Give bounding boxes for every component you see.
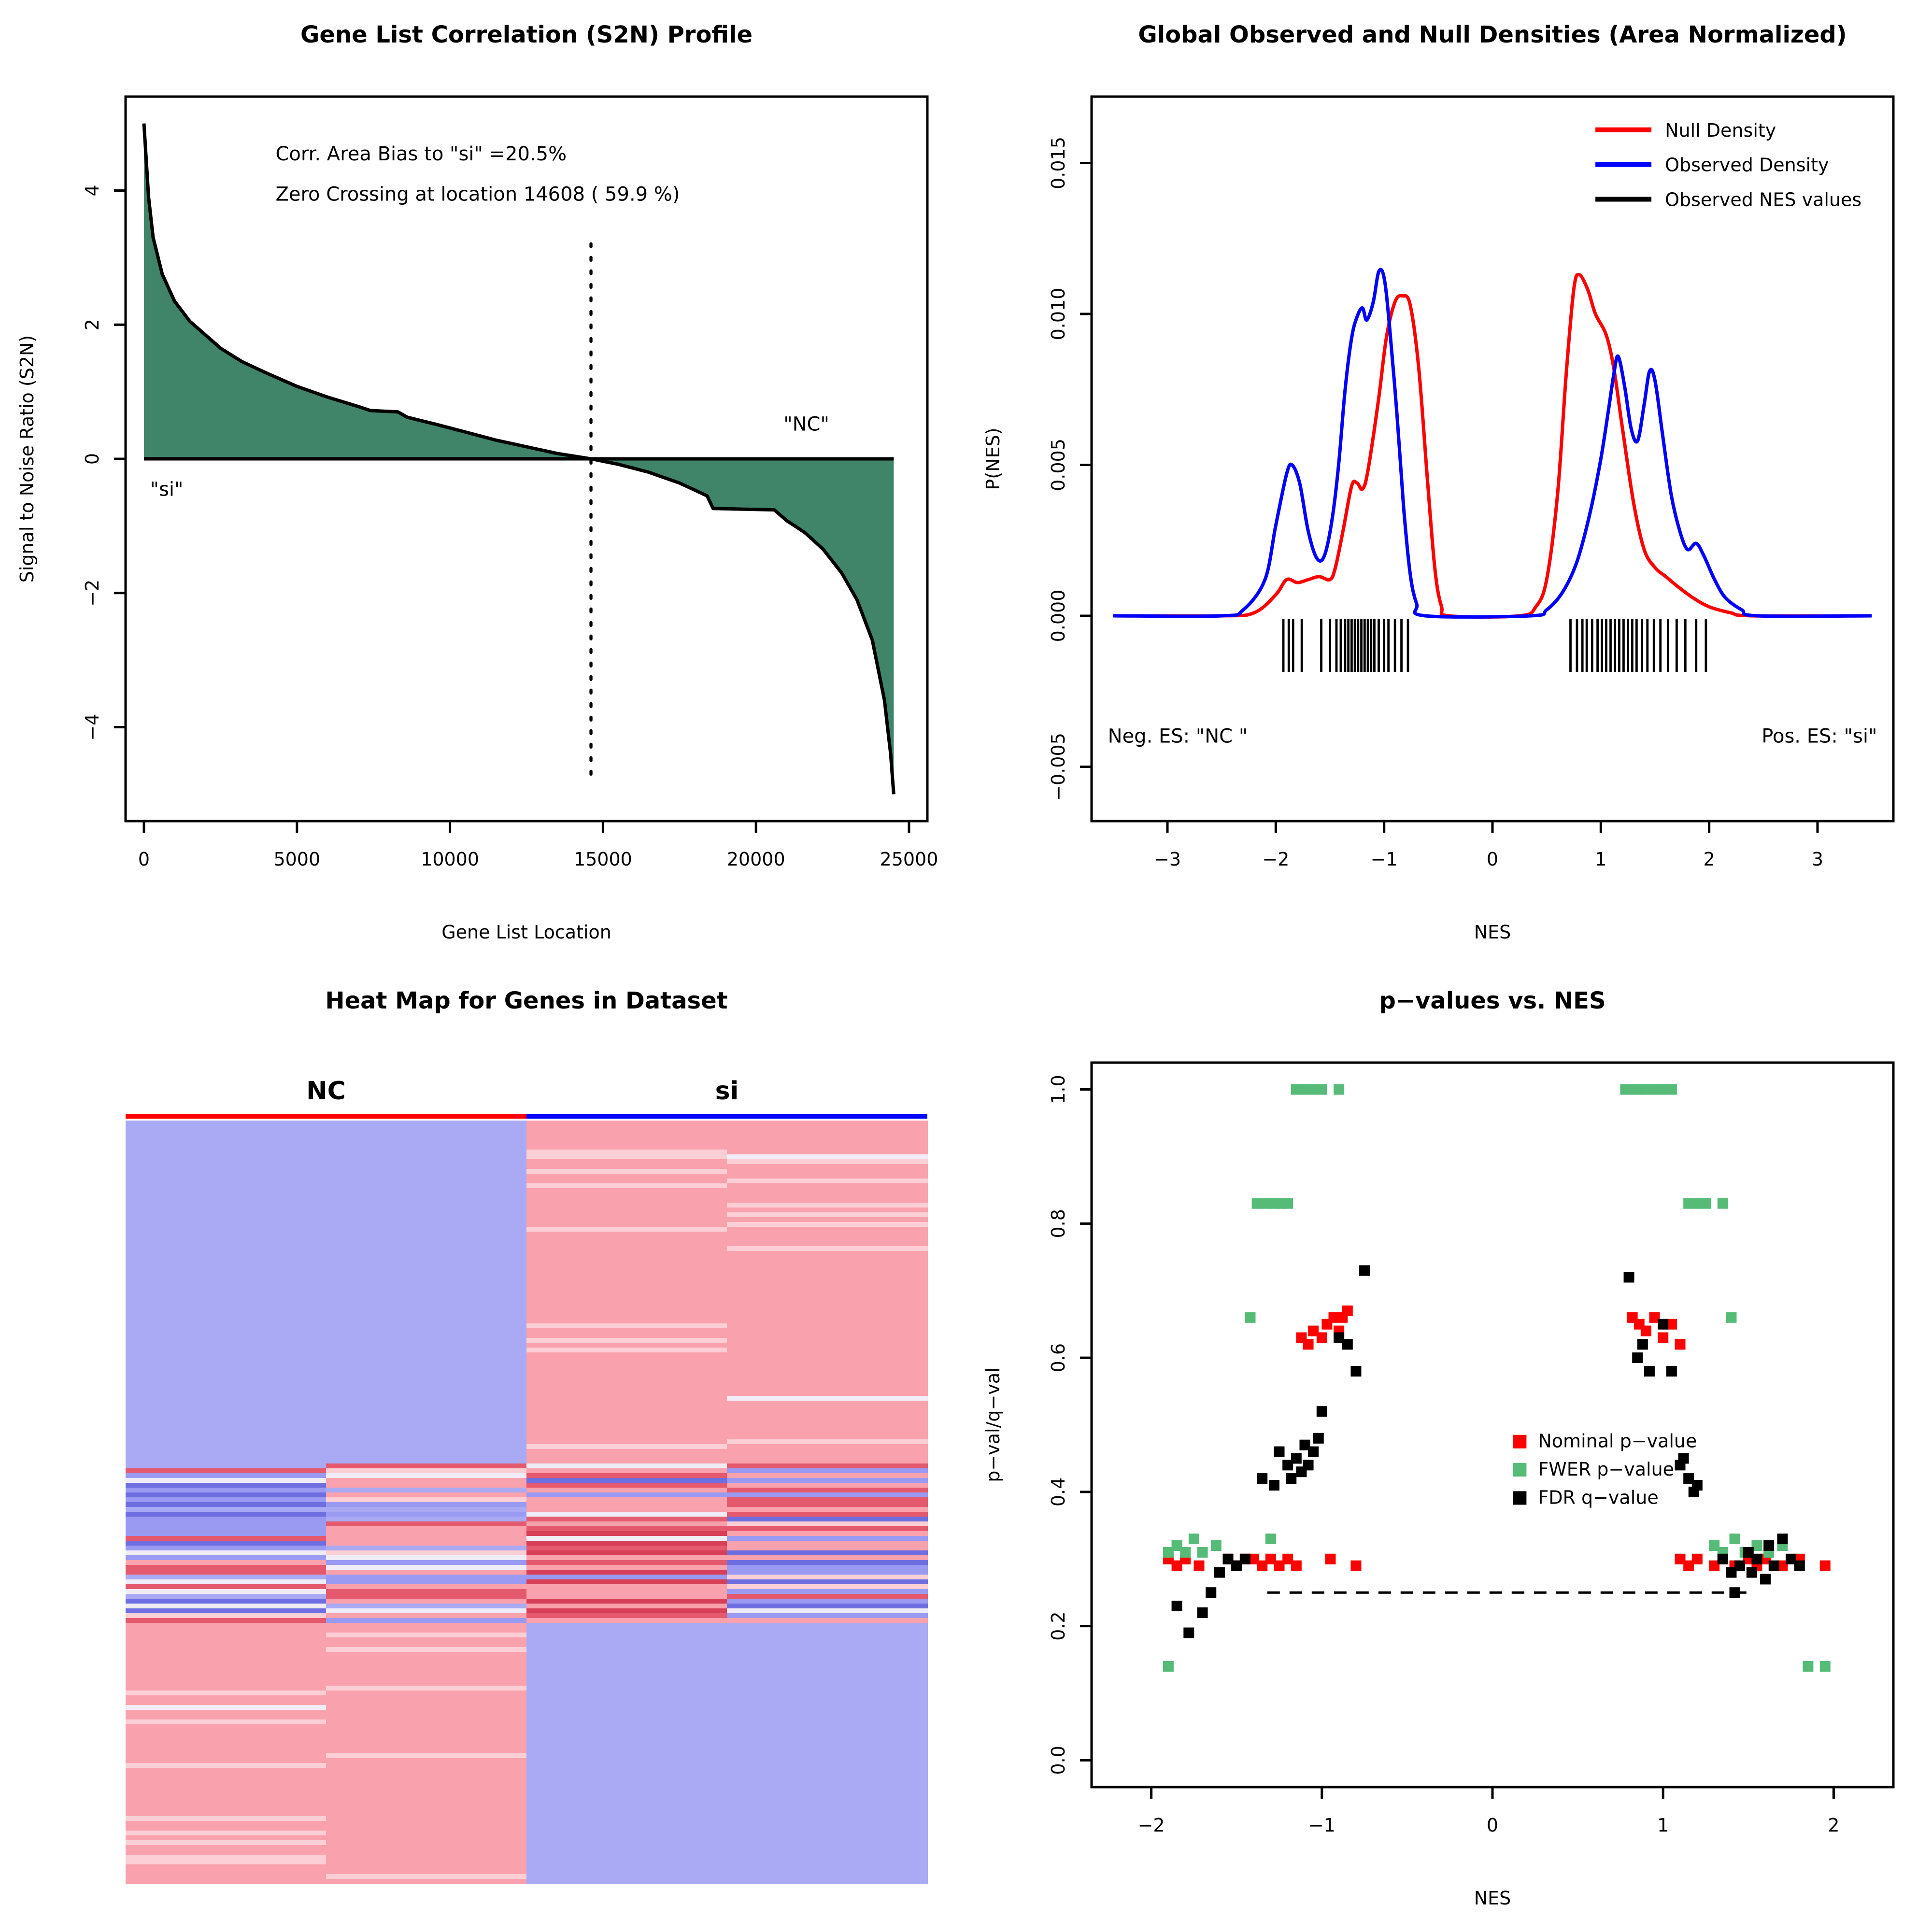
svg-text:"si": "si" bbox=[150, 478, 184, 500]
svg-text:0: 0 bbox=[138, 849, 150, 870]
pvalues-ylabel: p−val/q−val bbox=[982, 1367, 1004, 1482]
s2n-profile-chart: 0 5000 10000 15000 20000 25000 −4 −2 0 2 4 Corr. Ar… bbox=[82, 95, 938, 870]
svg-text:−2: −2 bbox=[82, 580, 103, 607]
svg-text:Corr. Area Bias to "si" =20.5%: Corr. Area Bias to "si" =20.5% bbox=[275, 143, 567, 165]
svg-text:Pos. ES: "si": Pos. ES: "si" bbox=[1762, 725, 1877, 748]
pvalues-panel: p−values vs. NES −2 −1 0 1 2 0.0 0.2 0.4 0.6 0.8 1… bbox=[966, 966, 1932, 1932]
svg-text:4: 4 bbox=[82, 185, 103, 196]
svg-text:FDR q−value: FDR q−value bbox=[1538, 1487, 1658, 1508]
svg-text:−1: −1 bbox=[1308, 1815, 1335, 1836]
densities-chart: −3 −2 −1 0 1 2 3 −0.005 0.000 0.005 0.010 0.015 Null… bbox=[1048, 95, 1895, 870]
svg-text:FWER p−value: FWER p−value bbox=[1538, 1459, 1674, 1480]
densities-xlabel: NES bbox=[1474, 922, 1511, 943]
svg-text:3: 3 bbox=[1812, 849, 1823, 870]
pvalues-chart: −2 −1 0 1 2 0.0 0.2 0.4 0.6 0.8 1.0 Nominal p−value… bbox=[1048, 1061, 1895, 1836]
svg-text:0.6: 0.6 bbox=[1048, 1343, 1069, 1372]
svg-text:−3: −3 bbox=[1154, 849, 1181, 870]
svg-text:15000: 15000 bbox=[574, 849, 632, 870]
densities-title: Global Observed and Null Densities (Area… bbox=[1138, 21, 1847, 48]
densities-panel: Global Observed and Null Densities (Area… bbox=[966, 0, 1932, 966]
s2n-profile-title: Gene List Correlation (S2N) Profile bbox=[300, 21, 753, 48]
svg-text:Zero Crossing at location 146: Zero Crossing at location 14608 ( 59.9 %… bbox=[275, 183, 680, 205]
svg-text:20000: 20000 bbox=[727, 849, 785, 870]
svg-text:0: 0 bbox=[82, 453, 103, 465]
svg-text:1: 1 bbox=[1595, 849, 1606, 870]
svg-text:Neg. ES: "NC ": Neg. ES: "NC " bbox=[1108, 725, 1248, 748]
svg-text:0.4: 0.4 bbox=[1048, 1477, 1069, 1506]
svg-text:Nominal p−value: Nominal p−value bbox=[1538, 1431, 1697, 1452]
svg-text:−4: −4 bbox=[82, 714, 103, 741]
svg-text:−2: −2 bbox=[1262, 849, 1289, 870]
svg-text:2: 2 bbox=[1828, 1815, 1839, 1836]
svg-text:10000: 10000 bbox=[421, 849, 479, 870]
svg-text:0.010: 0.010 bbox=[1048, 288, 1069, 341]
pvalues-xlabel: NES bbox=[1474, 1888, 1511, 1909]
svg-text:Null Density: Null Density bbox=[1665, 120, 1776, 141]
svg-text:−2: −2 bbox=[1138, 1815, 1165, 1836]
svg-text:0.8: 0.8 bbox=[1048, 1209, 1069, 1238]
svg-text:Observed Density: Observed Density bbox=[1665, 155, 1829, 176]
svg-text:25000: 25000 bbox=[880, 849, 938, 870]
svg-text:0: 0 bbox=[1487, 849, 1498, 870]
s2n-profile-ylabel: Signal to Noise Ratio (S2N) bbox=[16, 335, 38, 583]
svg-text:Observed NES values: Observed NES values bbox=[1665, 189, 1861, 211]
svg-text:2: 2 bbox=[82, 319, 103, 330]
heatmap-title: Heat Map for Genes in Dataset bbox=[325, 987, 728, 1014]
heatmap-chart: NC si bbox=[126, 1077, 928, 1884]
densities-ylabel: P(NES) bbox=[982, 427, 1004, 490]
svg-text:0.005: 0.005 bbox=[1048, 439, 1069, 491]
s2n-profile-xlabel: Gene List Location bbox=[441, 922, 611, 943]
svg-text:5000: 5000 bbox=[273, 849, 320, 870]
svg-text:1.0: 1.0 bbox=[1048, 1075, 1069, 1104]
svg-text:2: 2 bbox=[1704, 849, 1715, 870]
svg-text:0: 0 bbox=[1487, 1815, 1498, 1836]
svg-text:0.2: 0.2 bbox=[1048, 1611, 1069, 1640]
pvalues-title: p−values vs. NES bbox=[1379, 987, 1606, 1014]
svg-text:si: si bbox=[715, 1077, 739, 1106]
svg-text:"NC": "NC" bbox=[783, 413, 829, 436]
svg-text:1: 1 bbox=[1657, 1815, 1669, 1836]
svg-text:−0.005: −0.005 bbox=[1048, 733, 1069, 801]
s2n-profile-panel: Gene List Correlation (S2N) Profile 0 500… bbox=[0, 0, 966, 966]
svg-text:0.0: 0.0 bbox=[1048, 1746, 1069, 1775]
heatmap-panel: Heat Map for Genes in Dataset NC si bbox=[0, 966, 966, 1932]
svg-text:0.015: 0.015 bbox=[1048, 137, 1069, 189]
svg-text:NC: NC bbox=[306, 1077, 346, 1106]
svg-text:0.000: 0.000 bbox=[1048, 590, 1069, 642]
svg-text:−1: −1 bbox=[1371, 849, 1398, 870]
